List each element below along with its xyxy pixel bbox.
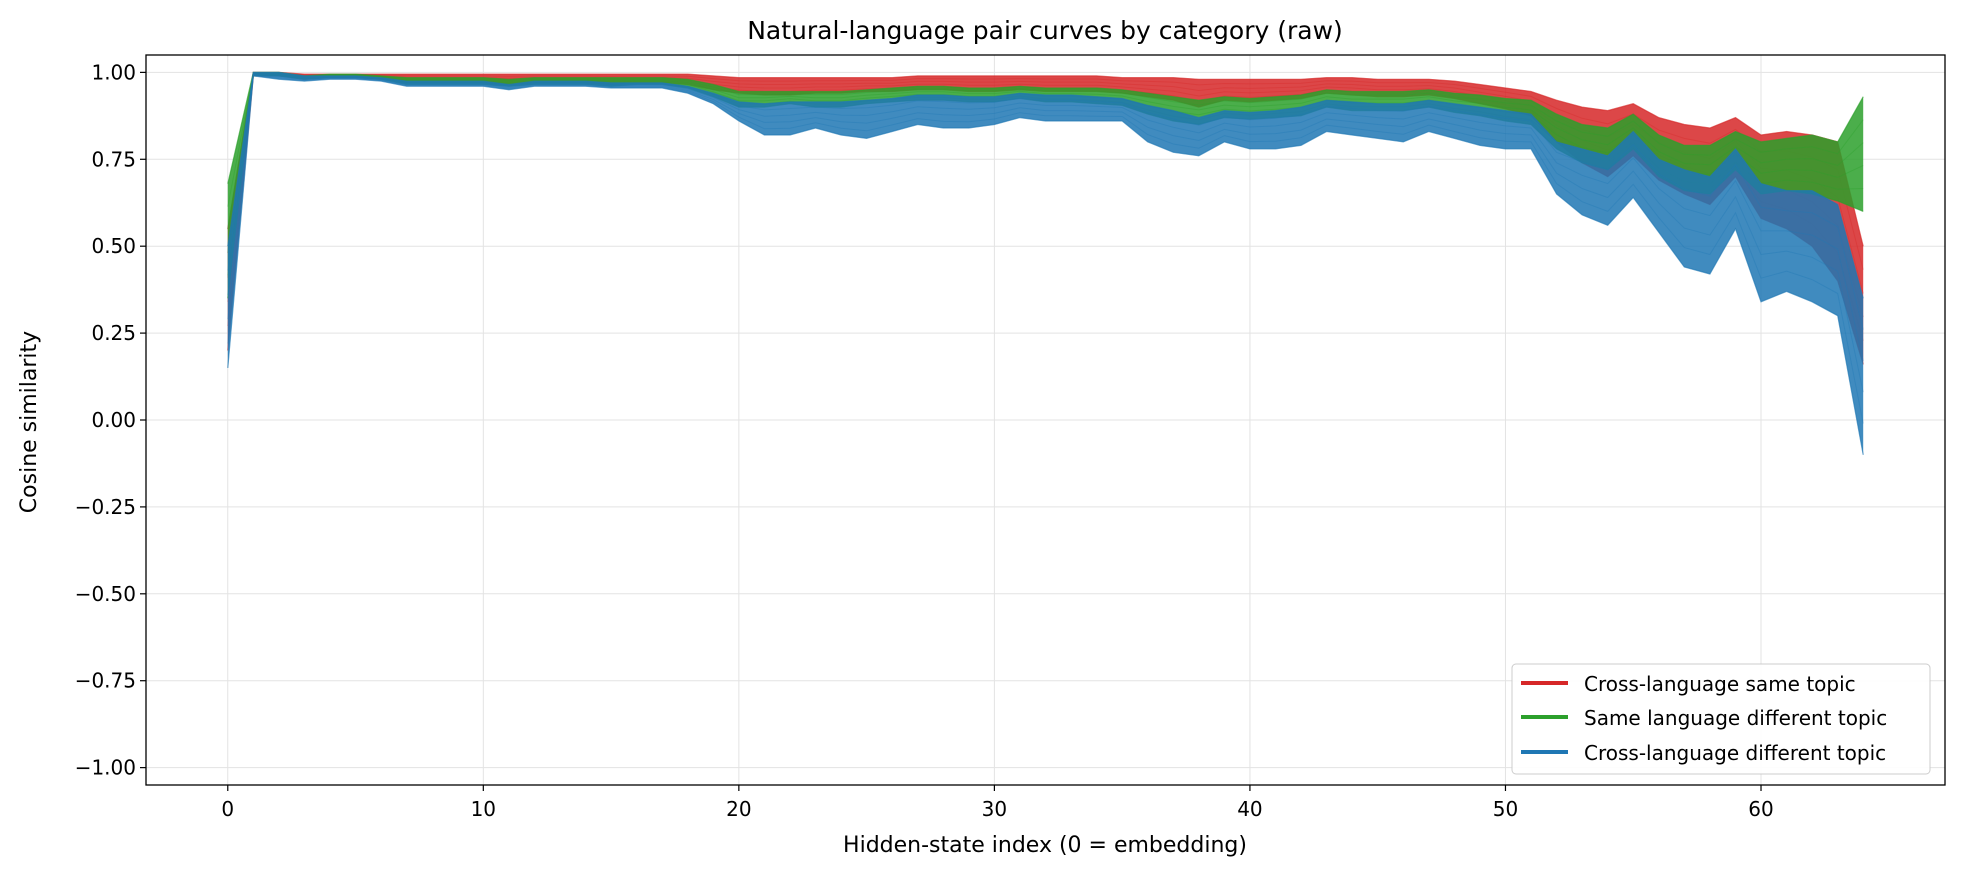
y-tick-label: −1.00 [75,756,136,780]
series-cross-language-different-topic [227,71,1864,455]
x-tick-label: 20 [726,797,751,821]
y-axis-label: Cosine similarity [17,331,42,513]
x-tick-label: 10 [471,797,496,821]
series-curve-cross-language-same-topic [227,72,1864,270]
series-bands [227,71,1864,455]
x-tick-label: 30 [982,797,1007,821]
y-tick-label: −0.50 [75,582,136,606]
gridlines [146,55,1945,785]
chart-title: Natural-language pair curves by category… [747,16,1343,45]
y-tick-label: 0.25 [91,321,136,345]
series-curve-cross-language-different-topic [227,74,1864,424]
x-tick-label: 50 [1493,797,1518,821]
y-tick-label: 0.00 [91,408,136,432]
series-curve-same-language-different-topic [227,72,1864,207]
series-curve-cross-language-different-topic [227,73,1864,362]
x-axis-ticks: 0 10 20 30 40 50 60 [221,785,1774,821]
legend-label-same-language-different-topic: Same language different topic [1584,706,1887,730]
legend: Cross-language same topic Same language … [1511,663,1931,775]
series-curve-cross-language-different-topic [227,73,1864,393]
y-tick-label: −0.75 [75,669,136,693]
y-tick-label: 0.75 [91,147,136,171]
x-tick-label: 60 [1748,797,1773,821]
series-upper-edge-cross-language-same-topic [227,71,1864,247]
legend-box [1511,663,1931,775]
x-axis-label: Hidden-state index (0 = embedding) [843,833,1247,858]
y-tick-label: −0.25 [75,495,136,519]
y-axis-ticks: 1.00 0.75 0.50 0.25 0.00 −0.25 −0.50 −0.75 −1.00 [75,60,146,780]
series-curve-cross-language-different-topic [227,72,1864,330]
x-tick-label: 40 [1237,797,1262,821]
series-upper-edge-cross-language-different-topic [227,71,1864,299]
x-tick-label: 0 [221,797,234,821]
y-tick-label: 1.00 [91,60,136,84]
legend-label-cross-language-same-topic: Cross-language same topic [1584,672,1856,696]
series-lower-edge-cross-language-different-topic [227,75,1864,455]
series-upper-edge-same-language-different-topic [227,71,1864,184]
y-tick-label: 0.50 [91,234,136,258]
series-curve-same-language-different-topic [227,73,1864,230]
legend-label-cross-language-different-topic: Cross-language different topic [1584,741,1886,765]
